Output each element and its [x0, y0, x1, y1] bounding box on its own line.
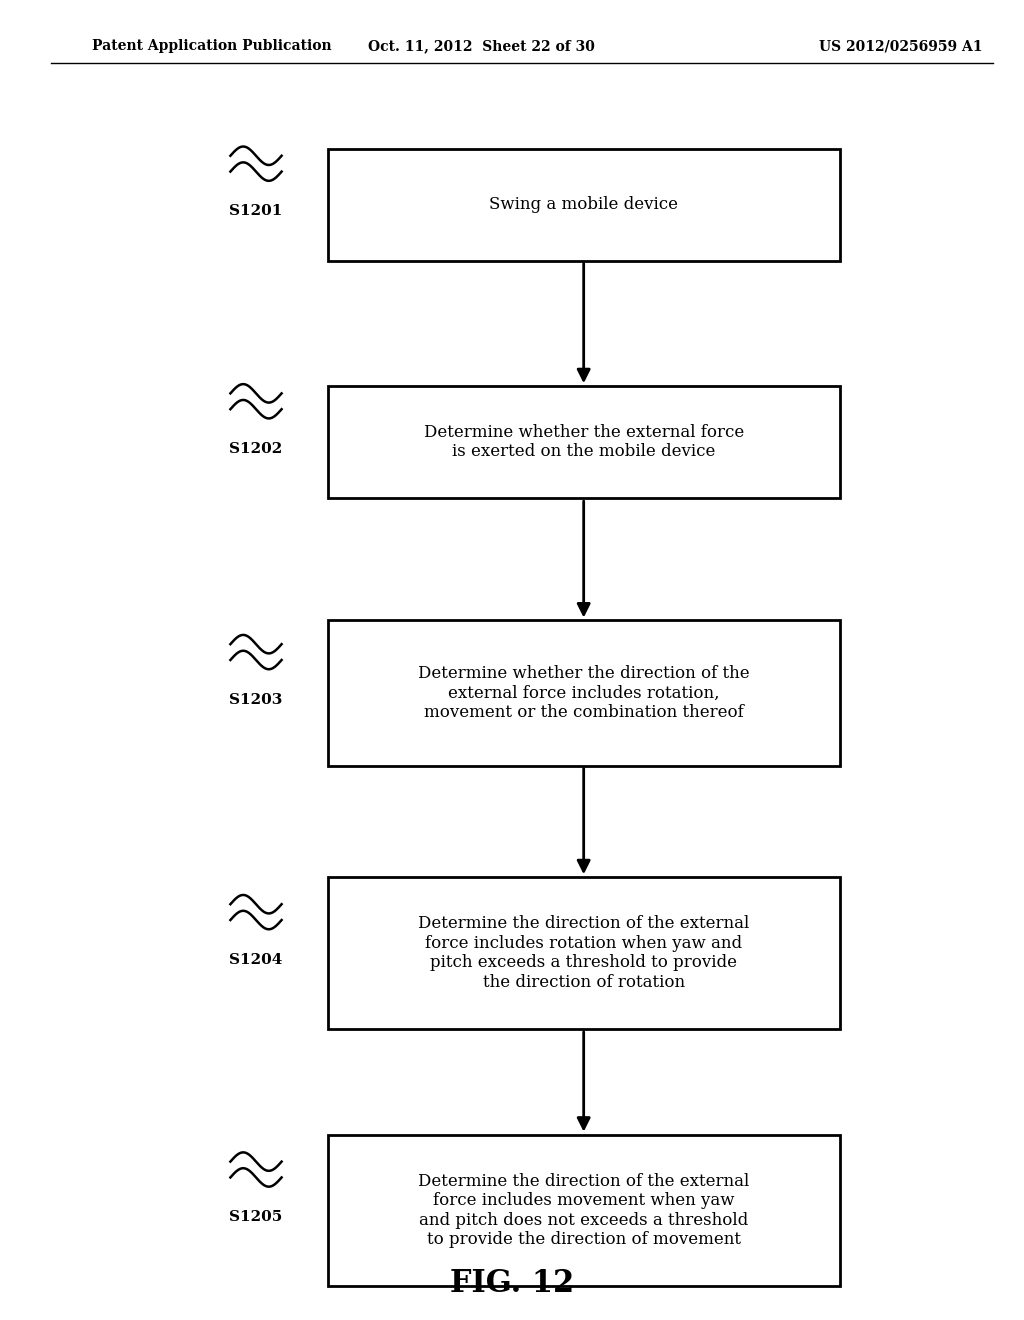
Text: Oct. 11, 2012  Sheet 22 of 30: Oct. 11, 2012 Sheet 22 of 30	[368, 40, 595, 53]
Text: US 2012/0256959 A1: US 2012/0256959 A1	[819, 40, 983, 53]
Text: S1202: S1202	[229, 442, 283, 455]
Text: S1201: S1201	[229, 205, 283, 218]
Text: Determine whether the external force
is exerted on the mobile device: Determine whether the external force is …	[424, 424, 743, 461]
FancyBboxPatch shape	[328, 620, 840, 766]
FancyBboxPatch shape	[328, 149, 840, 261]
Text: Determine whether the direction of the
external force includes rotation,
movemen: Determine whether the direction of the e…	[418, 665, 750, 721]
Text: FIG. 12: FIG. 12	[450, 1267, 574, 1299]
FancyBboxPatch shape	[328, 385, 840, 498]
Text: S1204: S1204	[229, 953, 283, 966]
FancyBboxPatch shape	[328, 1134, 840, 1286]
Text: S1203: S1203	[229, 693, 283, 706]
Text: Swing a mobile device: Swing a mobile device	[489, 197, 678, 213]
Text: Patent Application Publication: Patent Application Publication	[92, 40, 332, 53]
Text: S1205: S1205	[229, 1210, 283, 1224]
Text: Determine the direction of the external
force includes rotation when yaw and
pit: Determine the direction of the external …	[418, 915, 750, 991]
Text: Determine the direction of the external
force includes movement when yaw
and pit: Determine the direction of the external …	[418, 1172, 750, 1249]
FancyBboxPatch shape	[328, 876, 840, 1030]
